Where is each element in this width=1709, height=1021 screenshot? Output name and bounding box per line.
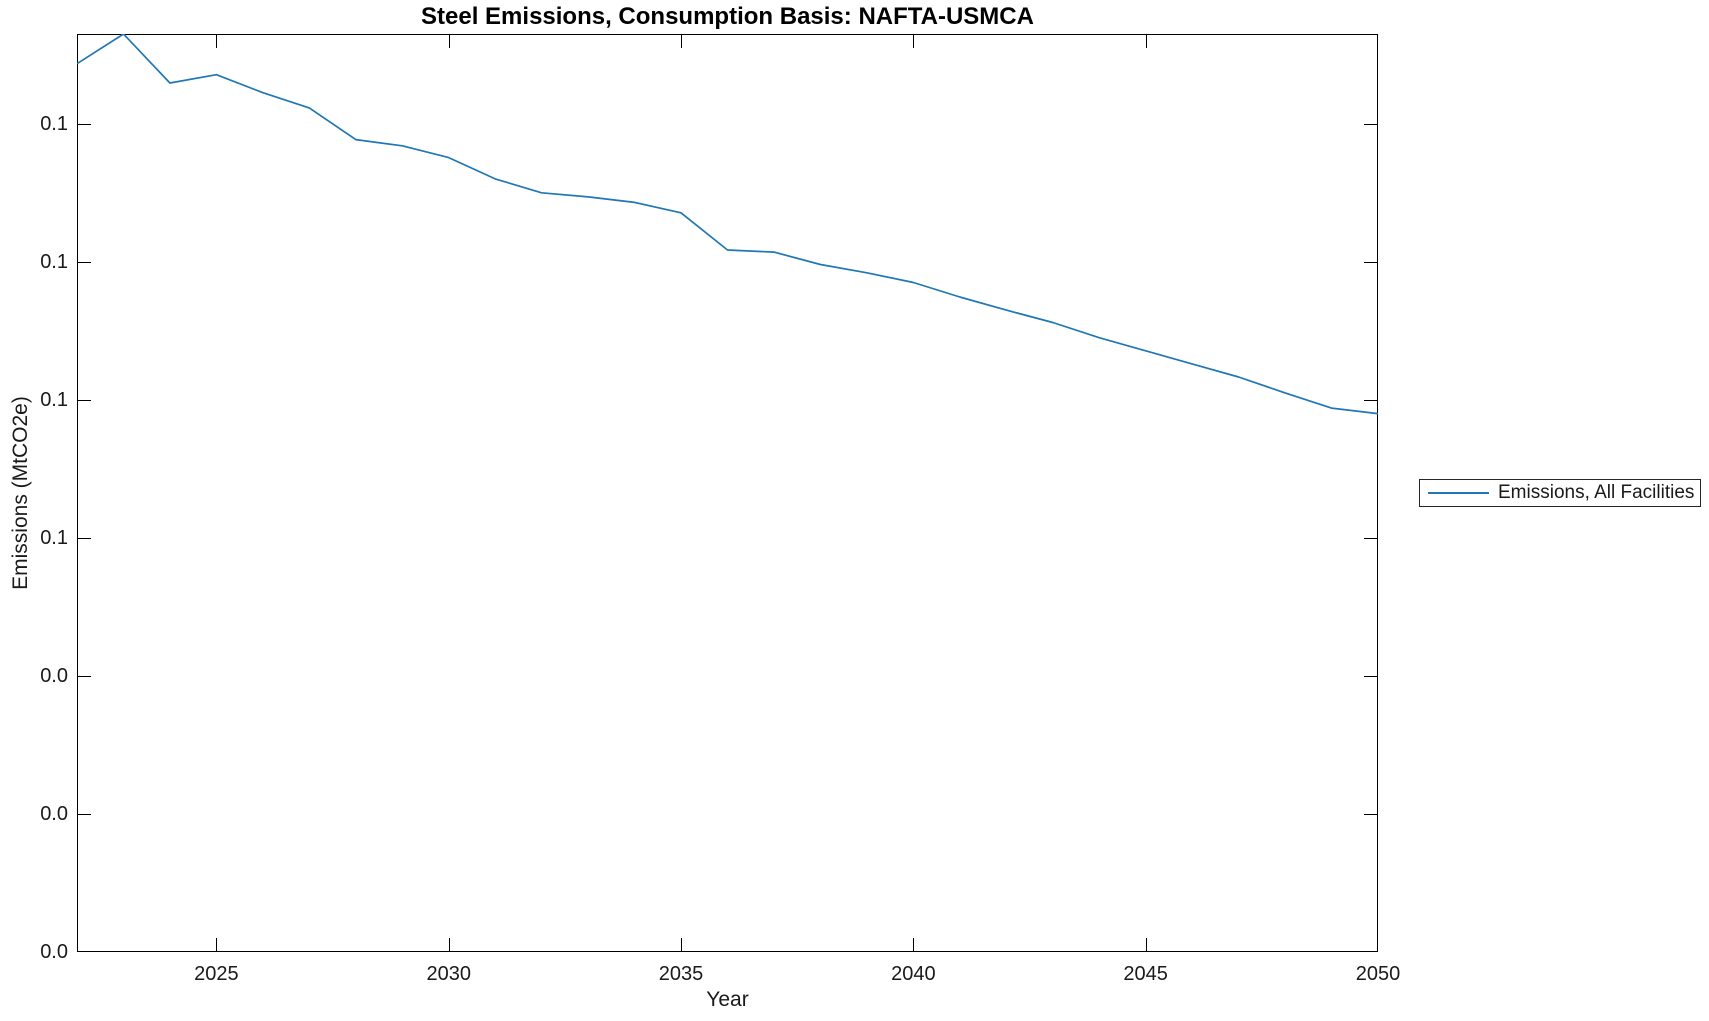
legend: Emissions, All Facilities	[1419, 479, 1701, 507]
x-tick-label: 2045	[1123, 963, 1168, 985]
legend-item-label: Emissions, All Facilities	[1498, 482, 1695, 503]
y-tick-label: 0.1	[40, 526, 68, 549]
y-tick-label: 0.0	[40, 941, 68, 963]
series-line	[77, 34, 1378, 415]
y-tick-label: 0.1	[40, 250, 68, 273]
y-tick-label: 0.1	[40, 388, 68, 411]
x-tick-label: 2050	[1355, 963, 1401, 985]
x-tick-label: 2035	[658, 963, 704, 985]
x-tick-label: 2030	[426, 963, 471, 985]
y-tick-label: 0.0	[40, 802, 68, 825]
x-tick-label: 2025	[194, 963, 239, 985]
chart-title: Steel Emissions, Consumption Basis: NAFT…	[421, 3, 1034, 30]
y-axis-label: Emissions (MtCO2e)	[9, 396, 32, 590]
y-tick-label: 0.1	[40, 112, 68, 135]
x-axis-label: Year	[706, 988, 749, 1011]
x-tick-label: 2040	[891, 963, 936, 985]
legend-line-icon	[1428, 492, 1489, 494]
plot-area	[77, 34, 1378, 952]
y-tick-label: 0.0	[40, 664, 68, 687]
